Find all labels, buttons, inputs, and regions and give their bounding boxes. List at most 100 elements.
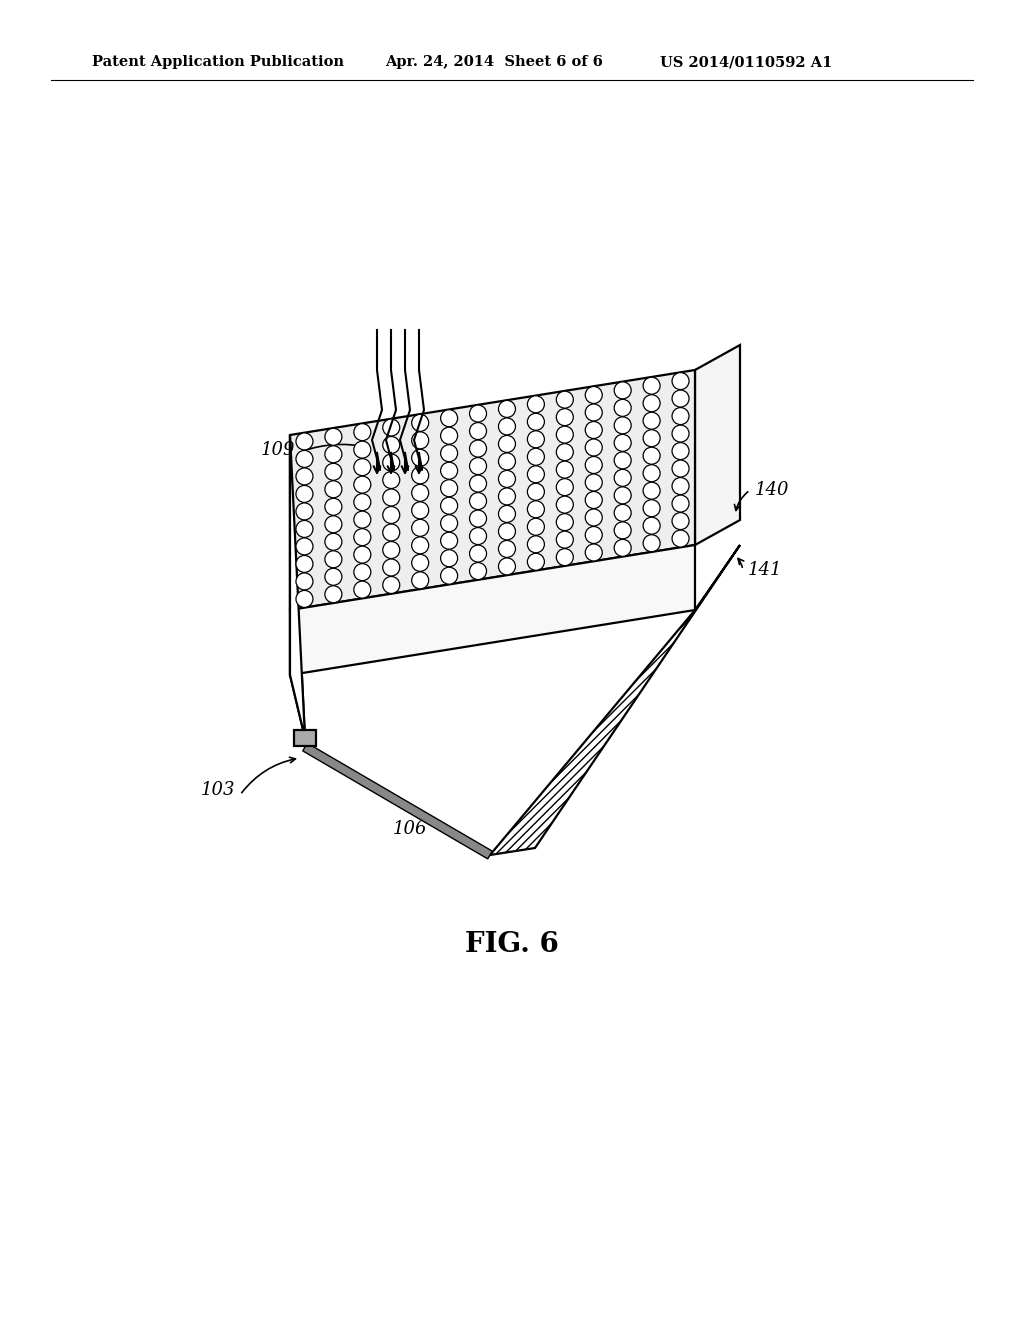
Polygon shape — [290, 436, 305, 738]
Circle shape — [354, 494, 371, 511]
Circle shape — [325, 428, 342, 445]
Circle shape — [586, 544, 602, 561]
Text: 109: 109 — [260, 441, 295, 459]
Circle shape — [470, 562, 486, 579]
Circle shape — [354, 441, 371, 458]
Circle shape — [325, 533, 342, 550]
Circle shape — [383, 454, 399, 471]
Circle shape — [440, 428, 458, 445]
Circle shape — [614, 417, 631, 434]
Circle shape — [614, 521, 631, 539]
Circle shape — [440, 479, 458, 496]
Circle shape — [470, 405, 486, 422]
Circle shape — [440, 445, 458, 462]
Circle shape — [354, 581, 371, 598]
Circle shape — [325, 446, 342, 463]
Circle shape — [383, 524, 399, 541]
Circle shape — [440, 498, 458, 515]
Text: 140: 140 — [755, 480, 790, 499]
Circle shape — [296, 433, 313, 450]
Circle shape — [499, 400, 515, 417]
Circle shape — [470, 545, 486, 562]
Circle shape — [556, 531, 573, 548]
Text: Apr. 24, 2014  Sheet 6 of 6: Apr. 24, 2014 Sheet 6 of 6 — [385, 55, 603, 69]
Text: Patent Application Publication: Patent Application Publication — [92, 55, 344, 69]
Circle shape — [586, 474, 602, 491]
Circle shape — [354, 477, 371, 494]
Circle shape — [296, 556, 313, 573]
Circle shape — [614, 540, 631, 556]
Circle shape — [412, 467, 429, 484]
Polygon shape — [303, 743, 493, 859]
Circle shape — [354, 528, 371, 545]
Circle shape — [412, 432, 429, 449]
Polygon shape — [490, 545, 740, 855]
Circle shape — [556, 496, 573, 513]
Circle shape — [470, 422, 486, 440]
Circle shape — [586, 527, 602, 544]
Circle shape — [325, 569, 342, 585]
Circle shape — [354, 424, 371, 441]
Circle shape — [672, 478, 689, 495]
Circle shape — [325, 516, 342, 533]
Polygon shape — [695, 345, 740, 545]
Circle shape — [586, 404, 602, 421]
Circle shape — [672, 408, 689, 425]
Polygon shape — [290, 545, 695, 675]
Circle shape — [643, 535, 660, 552]
Circle shape — [354, 564, 371, 581]
Bar — [294, 730, 316, 746]
Circle shape — [643, 465, 660, 482]
Circle shape — [412, 449, 429, 466]
Circle shape — [383, 471, 399, 488]
Circle shape — [643, 500, 660, 516]
Circle shape — [672, 425, 689, 442]
Circle shape — [412, 502, 429, 519]
Circle shape — [643, 412, 660, 429]
Circle shape — [383, 541, 399, 558]
Circle shape — [325, 480, 342, 498]
Circle shape — [614, 470, 631, 486]
Circle shape — [527, 396, 545, 413]
Circle shape — [556, 479, 573, 495]
Circle shape — [325, 550, 342, 568]
Circle shape — [556, 444, 573, 461]
Circle shape — [440, 409, 458, 426]
Circle shape — [412, 484, 429, 502]
Circle shape — [499, 540, 515, 557]
Circle shape — [383, 507, 399, 524]
Circle shape — [527, 430, 545, 447]
Circle shape — [470, 492, 486, 510]
Circle shape — [672, 531, 689, 546]
Circle shape — [296, 486, 313, 503]
Circle shape — [440, 549, 458, 566]
Circle shape — [527, 483, 545, 500]
Circle shape — [527, 413, 545, 430]
Circle shape — [672, 391, 689, 407]
Circle shape — [470, 458, 486, 475]
Polygon shape — [290, 436, 305, 738]
Circle shape — [556, 513, 573, 531]
Circle shape — [383, 437, 399, 454]
Circle shape — [499, 436, 515, 453]
Circle shape — [354, 546, 371, 564]
Circle shape — [499, 470, 515, 487]
Circle shape — [614, 434, 631, 451]
Circle shape — [383, 418, 399, 436]
Circle shape — [672, 512, 689, 529]
Circle shape — [643, 447, 660, 465]
Circle shape — [586, 491, 602, 508]
Circle shape — [296, 573, 313, 590]
Circle shape — [412, 572, 429, 589]
Circle shape — [556, 391, 573, 408]
Circle shape — [672, 442, 689, 459]
Circle shape — [614, 487, 631, 504]
Circle shape — [614, 381, 631, 399]
Circle shape — [586, 440, 602, 455]
Circle shape — [527, 553, 545, 570]
Circle shape — [325, 498, 342, 515]
Circle shape — [586, 387, 602, 404]
Circle shape — [499, 558, 515, 576]
Circle shape — [440, 462, 458, 479]
Circle shape — [614, 504, 631, 521]
